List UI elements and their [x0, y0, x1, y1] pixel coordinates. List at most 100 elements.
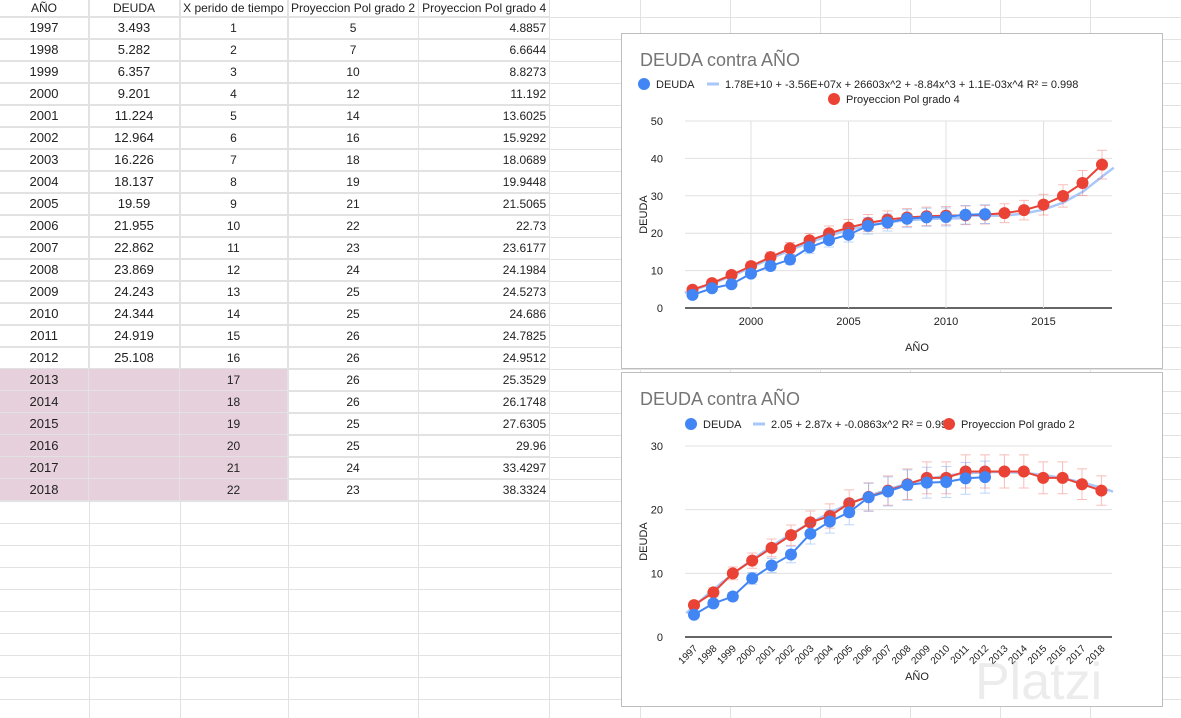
cell[interactable]: 29.96 — [418, 434, 551, 457]
cell[interactable]: 3 — [179, 60, 288, 83]
cell[interactable]: 25 — [287, 412, 420, 435]
cell[interactable]: 19 — [179, 412, 288, 435]
column-header[interactable]: Proyeccion Pol grado 4 — [418, 0, 551, 17]
cell[interactable]: 6.357 — [88, 60, 180, 83]
cell[interactable]: 21.5065 — [418, 192, 551, 215]
chart-pol-grado-4[interactable]: DEUDA contra AÑO 0 10 20 30 40 50 2000 2005 2010 2… — [621, 33, 1163, 369]
column-header[interactable]: X perido de tiempo — [179, 0, 288, 17]
cell[interactable]: 24.7825 — [418, 324, 551, 347]
cell[interactable]: 11.192 — [418, 82, 551, 105]
cell[interactable]: 1997 — [0, 16, 89, 39]
column-header[interactable]: DEUDA — [88, 0, 180, 17]
cell[interactable]: 12 — [287, 82, 420, 105]
cell[interactable]: 10 — [179, 214, 288, 237]
cell[interactable]: 1999 — [0, 60, 89, 83]
cell[interactable] — [88, 434, 180, 457]
cell[interactable]: 3.493 — [88, 16, 180, 39]
cell[interactable]: 17 — [179, 368, 288, 391]
cell[interactable]: 24 — [287, 258, 420, 281]
cell[interactable]: 14 — [287, 104, 420, 127]
cell[interactable]: 2009 — [0, 280, 89, 303]
cell[interactable] — [88, 368, 180, 391]
cell[interactable]: 4.8857 — [418, 16, 551, 39]
cell[interactable]: 23.869 — [88, 258, 180, 281]
cell[interactable]: 12.964 — [88, 126, 180, 149]
cell[interactable]: 2010 — [0, 302, 89, 325]
cell[interactable]: 15.9292 — [418, 126, 551, 149]
cell[interactable]: 23.6177 — [418, 236, 551, 259]
cell[interactable]: 26 — [287, 324, 420, 347]
cell[interactable] — [88, 478, 180, 501]
cell[interactable]: 2002 — [0, 126, 89, 149]
cell[interactable]: 4 — [179, 82, 288, 105]
cell[interactable]: 2003 — [0, 148, 89, 171]
cell[interactable]: 1998 — [0, 38, 89, 61]
cell[interactable]: 2 — [179, 38, 288, 61]
cell[interactable]: 2013 — [0, 368, 89, 391]
cell[interactable]: 24 — [287, 456, 420, 479]
cell[interactable]: 13.6025 — [418, 104, 551, 127]
cell[interactable]: 38.3324 — [418, 478, 551, 501]
cell[interactable]: 26 — [287, 368, 420, 391]
cell[interactable]: 16.226 — [88, 148, 180, 171]
cell[interactable]: 5 — [287, 16, 420, 39]
cell[interactable]: 21 — [179, 456, 288, 479]
cell[interactable]: 23 — [287, 478, 420, 501]
cell[interactable]: 19.9448 — [418, 170, 551, 193]
cell[interactable]: 21.955 — [88, 214, 180, 237]
cell[interactable]: 8.8273 — [418, 60, 551, 83]
cell[interactable]: 26 — [287, 346, 420, 369]
cell[interactable]: 5.282 — [88, 38, 180, 61]
cell[interactable]: 27.6305 — [418, 412, 551, 435]
cell[interactable]: 18 — [287, 148, 420, 171]
cell[interactable]: 2016 — [0, 434, 89, 457]
cell[interactable]: 2015 — [0, 412, 89, 435]
cell[interactable]: 2008 — [0, 258, 89, 281]
cell[interactable]: 2005 — [0, 192, 89, 215]
cell[interactable]: 1 — [179, 16, 288, 39]
cell[interactable]: 5 — [179, 104, 288, 127]
cell[interactable]: 22 — [287, 214, 420, 237]
cell[interactable]: 25.108 — [88, 346, 180, 369]
cell[interactable]: 18.137 — [88, 170, 180, 193]
cell[interactable]: 2000 — [0, 82, 89, 105]
cell[interactable]: 19 — [287, 170, 420, 193]
cell[interactable]: 24.344 — [88, 302, 180, 325]
cell[interactable]: 20 — [179, 434, 288, 457]
column-header[interactable]: Proyeccion Pol grado 2 — [287, 0, 420, 17]
cell[interactable]: 9.201 — [88, 82, 180, 105]
cell[interactable]: 10 — [287, 60, 420, 83]
cell[interactable]: 21 — [287, 192, 420, 215]
cell[interactable]: 2004 — [0, 170, 89, 193]
cell[interactable]: 2001 — [0, 104, 89, 127]
cell[interactable]: 24.9512 — [418, 346, 551, 369]
cell[interactable]: 25 — [287, 302, 420, 325]
cell[interactable]: 14 — [179, 302, 288, 325]
cell[interactable]: 11.224 — [88, 104, 180, 127]
cell[interactable]: 16 — [287, 126, 420, 149]
cell[interactable]: 23 — [287, 236, 420, 259]
cell[interactable]: 15 — [179, 324, 288, 347]
cell[interactable]: 26 — [287, 390, 420, 413]
cell[interactable]: 18 — [179, 390, 288, 413]
cell[interactable]: 24.1984 — [418, 258, 551, 281]
cell[interactable]: 24.686 — [418, 302, 551, 325]
cell[interactable]: 24.919 — [88, 324, 180, 347]
cell[interactable]: 2006 — [0, 214, 89, 237]
cell[interactable]: 2017 — [0, 456, 89, 479]
chart-pol-grado-2[interactable]: DEUDA contra AÑO 0 10 20 30 1997 1998 1999 2000 2… — [621, 372, 1163, 707]
cell[interactable]: 24.243 — [88, 280, 180, 303]
cell[interactable]: 8 — [179, 170, 288, 193]
cell[interactable]: 18.0689 — [418, 148, 551, 171]
cell[interactable]: 25 — [287, 434, 420, 457]
cell[interactable]: 25.3529 — [418, 368, 551, 391]
cell[interactable]: 13 — [179, 280, 288, 303]
cell[interactable]: 2012 — [0, 346, 89, 369]
cell[interactable]: 6.6644 — [418, 38, 551, 61]
cell[interactable]: 25 — [287, 280, 420, 303]
cell[interactable]: 11 — [179, 236, 288, 259]
cell[interactable]: 22.862 — [88, 236, 180, 259]
cell[interactable]: 33.4297 — [418, 456, 551, 479]
cell[interactable]: 2007 — [0, 236, 89, 259]
cell[interactable]: 22 — [179, 478, 288, 501]
